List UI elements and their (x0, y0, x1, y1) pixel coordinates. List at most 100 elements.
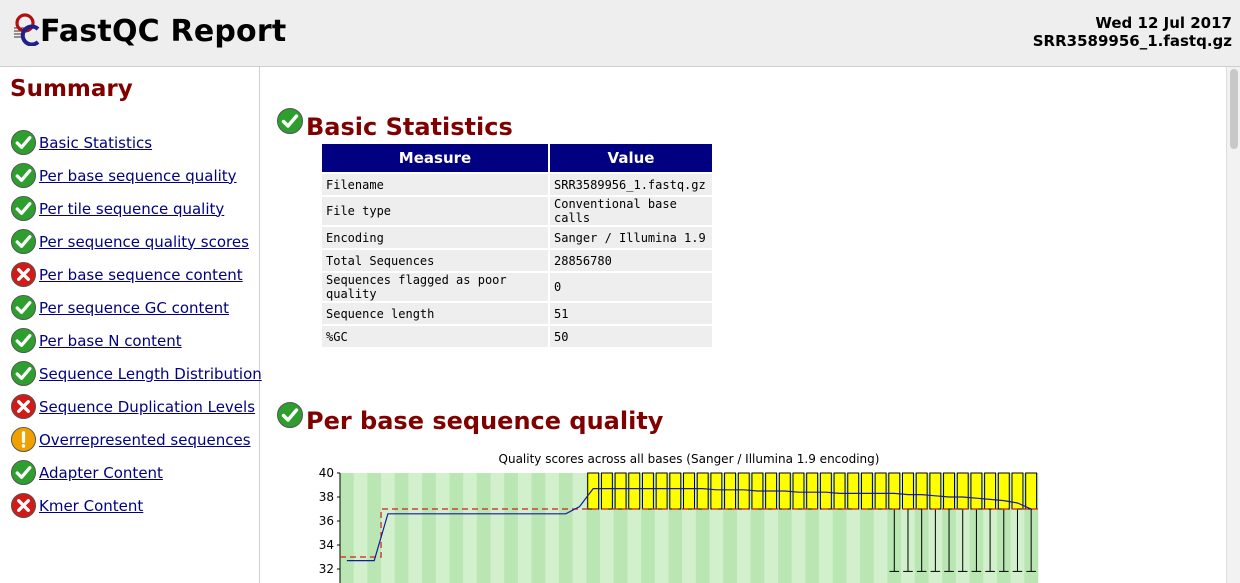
y-tick-label: 40 (319, 466, 334, 480)
summary-item-per-base-content[interactable]: Per base sequence content (10, 258, 262, 291)
y-tick-label: 34 (319, 538, 334, 552)
measure-cell: Sequence length (322, 303, 548, 324)
y-tick-label: 32 (319, 562, 334, 576)
scrollbar-thumb[interactable] (1230, 69, 1238, 149)
quality-band (572, 473, 587, 583)
section-title: Basic Statistics (306, 113, 513, 141)
quality-box (683, 472, 695, 510)
quality-box (614, 472, 627, 510)
value-cell: SRR3589956_1.fastq.gz (550, 174, 712, 195)
quality-box (970, 472, 983, 510)
summary-item-kmer-content[interactable]: Kmer Content (10, 489, 262, 522)
quality-band (394, 473, 409, 583)
quality-chart-svg: Quality scores across all bases (Sanger … (319, 452, 1039, 583)
quality-band (353, 473, 368, 583)
summary-link[interactable]: Basic Statistics (39, 133, 153, 152)
pass-icon (10, 129, 37, 156)
quality-box (792, 472, 805, 510)
summary-item-per-sequence-quality[interactable]: Per sequence quality scores (10, 225, 262, 258)
measure-cell: Encoding (322, 227, 548, 248)
pass-icon (10, 162, 37, 189)
summary-item-length-distribution[interactable]: Sequence Length Distribution (10, 357, 262, 390)
value-cell: 0 (550, 273, 712, 301)
quality-box (997, 472, 1010, 510)
summary-link[interactable]: Kmer Content (39, 496, 144, 515)
quality-band (340, 473, 354, 583)
quality-box (696, 472, 709, 510)
quality-box (956, 472, 969, 510)
quality-box (1025, 472, 1038, 510)
summary-item-per-tile-quality[interactable]: Per tile sequence quality (10, 192, 262, 225)
summary-item-duplication-levels[interactable]: Sequence Duplication Levels (10, 390, 262, 423)
pass-icon (10, 195, 37, 222)
measure-cell: %GC (322, 326, 548, 347)
summary-link[interactable]: Sequence Length Distribution (39, 364, 262, 383)
chart-title: Quality scores across all bases (Sanger … (499, 452, 880, 466)
column-header: Value (550, 144, 712, 172)
table-row: File type Conventional base calls (322, 197, 712, 225)
quality-band (408, 473, 423, 583)
median-line (340, 508, 1038, 558)
basic-stats-table: Measure Value Filename SRR3589956_1.fastq… (320, 142, 714, 349)
summary-link[interactable]: Adapter Content (39, 463, 163, 482)
summary-link[interactable]: Per base N content (39, 331, 182, 350)
pass-icon (277, 402, 303, 428)
summary-item-per-base-n[interactable]: Per base N content (10, 324, 262, 357)
quality-box (888, 472, 901, 510)
fail-icon (10, 261, 37, 288)
quality-box (587, 472, 600, 510)
column-header: Measure (322, 144, 548, 172)
summary-list: Basic Statistics Per base sequence quali… (10, 126, 262, 522)
pass-icon (10, 327, 37, 354)
pass-icon (10, 228, 37, 255)
quality-box (833, 472, 846, 510)
quality-box (628, 472, 641, 510)
quality-band (517, 473, 532, 583)
summary-link[interactable]: Per base sequence quality (39, 166, 237, 185)
summary-link[interactable]: Per sequence GC content (39, 298, 230, 317)
summary-item-adapter-content[interactable]: Adapter Content (10, 456, 262, 489)
summary-link[interactable]: Overrepresented sequences (39, 430, 251, 449)
quality-box (915, 472, 928, 510)
report-date: Wed 12 Jul 2017 (1095, 14, 1232, 32)
quality-box (929, 472, 942, 510)
quality-box (847, 472, 860, 510)
quality-band (463, 473, 478, 583)
measure-cell: Filename (322, 174, 548, 195)
summary-link[interactable]: Per base sequence content (39, 265, 243, 284)
quality-band (531, 473, 546, 583)
report-meta: Wed 12 Jul 2017 SRR3589956_1.fastq.gz (1033, 14, 1232, 50)
summary-link[interactable]: Per sequence quality scores (39, 232, 249, 251)
quality-box (902, 472, 914, 510)
value-cell: 50 (550, 326, 712, 347)
summary-item-overrepresented[interactable]: Overrepresented sequences (10, 423, 262, 456)
pass-icon (10, 459, 37, 486)
section-title: Per base sequence quality (306, 407, 664, 435)
quality-band (476, 473, 491, 583)
vertical-scrollbar[interactable] (1226, 67, 1240, 583)
quality-box (641, 472, 654, 510)
measure-cell: Sequences flagged as poor quality (322, 273, 548, 301)
quality-box (737, 472, 750, 510)
value-cell: Sanger / Illumina 1.9 (550, 227, 712, 248)
quality-band (422, 473, 437, 583)
summary-link[interactable]: Sequence Duplication Levels (39, 397, 256, 416)
summary-item-basic-statistics[interactable]: Basic Statistics (10, 126, 262, 159)
y-tick-label: 38 (319, 490, 334, 504)
summary-item-per-sequence-gc[interactable]: Per sequence GC content (10, 291, 262, 324)
quality-box (600, 472, 613, 510)
quality-band (449, 473, 464, 583)
summary-title: Summary (10, 76, 133, 102)
table-row: Encoding Sanger / Illumina 1.9 (322, 227, 712, 248)
quality-band (558, 473, 573, 583)
fail-icon (10, 393, 37, 420)
fastqc-logo-icon (14, 13, 40, 46)
value-cell: 51 (550, 303, 712, 324)
summary-item-per-base-quality[interactable]: Per base sequence quality (10, 159, 262, 192)
quality-box (724, 472, 737, 510)
quality-chart: Quality scores across all bases (Sanger … (300, 449, 1060, 583)
section-basic-statistics: Basic Statistics (276, 108, 513, 141)
quality-box (874, 472, 887, 510)
summary-link[interactable]: Per tile sequence quality (39, 199, 225, 218)
quality-box (669, 472, 682, 510)
